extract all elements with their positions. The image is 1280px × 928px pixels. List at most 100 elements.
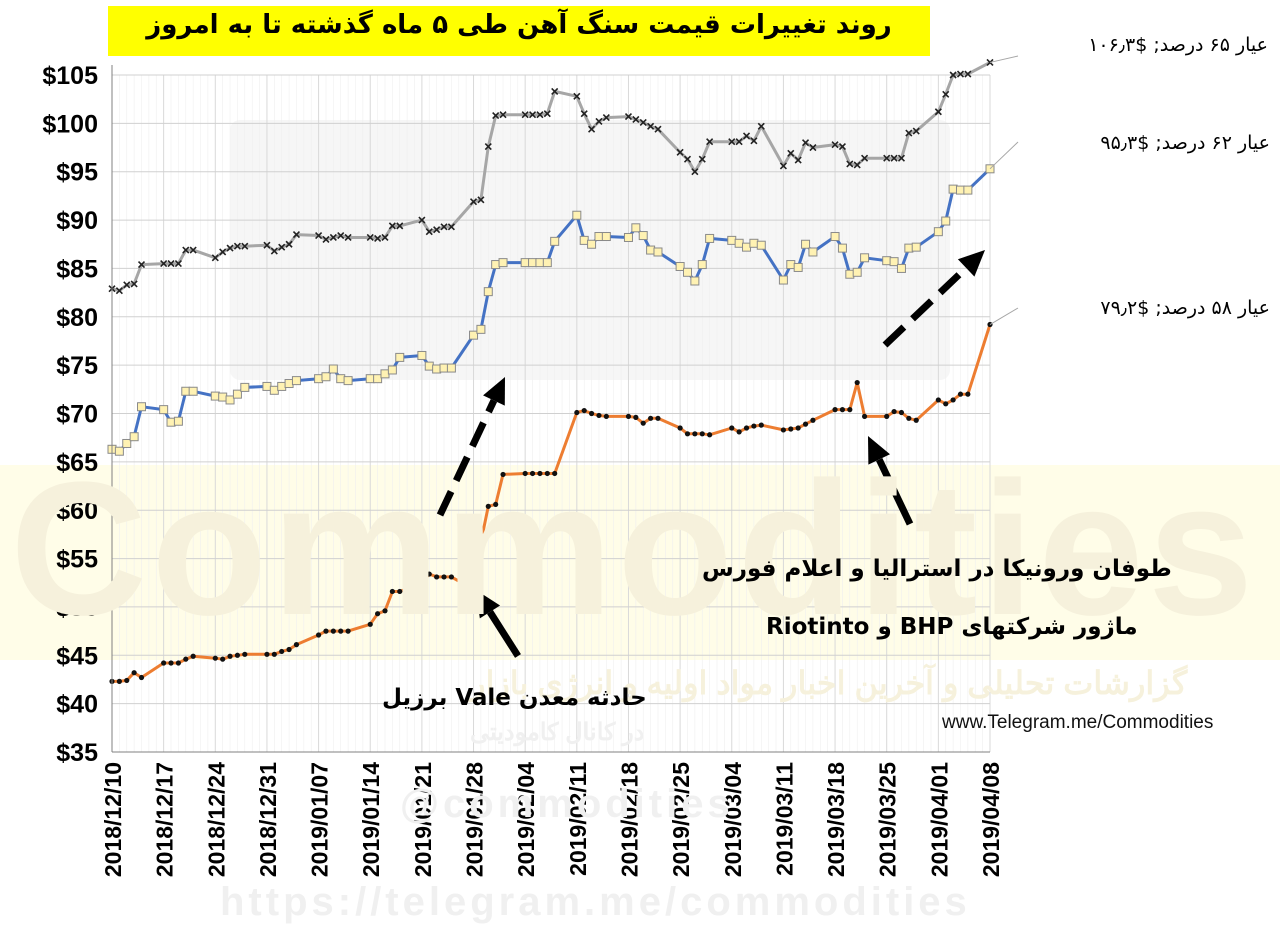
data-point — [426, 571, 432, 577]
data-point — [374, 234, 382, 243]
data-point — [188, 386, 198, 396]
data-point — [551, 87, 559, 96]
data-point — [440, 223, 448, 231]
x-tick-label: 2019/03/18 — [823, 762, 849, 877]
arrow-storm-event — [868, 436, 914, 526]
data-point — [161, 660, 167, 666]
data-point — [809, 143, 817, 152]
arrow-shaft — [876, 457, 914, 526]
data-point — [382, 608, 388, 614]
data-point — [240, 382, 250, 392]
data-point — [838, 143, 847, 151]
data-point — [965, 391, 971, 397]
data-point — [226, 244, 234, 252]
data-point — [190, 653, 196, 659]
data-point — [537, 470, 543, 477]
data-point — [832, 407, 838, 413]
annotation-arrows — [436, 250, 985, 658]
data-point — [520, 258, 530, 268]
data-point — [522, 470, 528, 477]
data-point — [655, 415, 661, 421]
data-point — [262, 381, 272, 391]
data-point — [173, 416, 183, 426]
data-point — [756, 240, 766, 250]
data-point — [640, 420, 646, 426]
data-point — [603, 413, 609, 420]
data-point — [441, 574, 447, 580]
x-tick-label: 2019/01/07 — [307, 762, 333, 877]
data-point — [942, 90, 950, 98]
data-point — [529, 470, 536, 477]
data-point — [793, 262, 803, 272]
data-point — [602, 113, 610, 122]
y-tick-label: $100 — [42, 110, 98, 138]
source-url: www.Telegram.me/Commodities — [942, 712, 1214, 733]
data-point — [292, 231, 301, 239]
data-point — [742, 132, 751, 140]
data-point — [852, 267, 862, 277]
data-point — [138, 674, 145, 681]
watermark-layer — [0, 120, 1280, 660]
data-point — [491, 260, 501, 270]
y-tick-label: $55 — [56, 546, 98, 574]
label-leader-line — [989, 55, 1019, 63]
data-point — [542, 258, 552, 268]
data-point — [736, 429, 742, 435]
data-point — [233, 242, 241, 250]
annotation-vale: حادثه معدن Vale برزیل — [382, 685, 647, 711]
data-point — [705, 233, 715, 243]
x-tick-label: 2019/02/04 — [513, 762, 539, 877]
arrow-shaft — [882, 265, 969, 348]
data-point — [735, 138, 743, 146]
data-point — [264, 651, 270, 657]
data-point — [780, 427, 787, 433]
data-point — [950, 397, 956, 403]
data-point — [572, 210, 582, 220]
data-point — [934, 108, 942, 116]
data-point — [189, 246, 197, 254]
arrow-shaft — [436, 399, 498, 517]
watermark-link: https://telegram.me/commodities — [220, 880, 971, 924]
data-point — [483, 287, 493, 297]
data-point — [212, 655, 218, 661]
data-point — [469, 198, 478, 206]
data-point — [227, 653, 233, 659]
data-point — [707, 432, 713, 438]
data-point — [328, 364, 338, 374]
data-point — [794, 156, 802, 164]
data-point — [373, 374, 383, 384]
y-tick-label: $105 — [42, 62, 98, 90]
data-point — [448, 574, 454, 580]
data-point — [498, 258, 508, 268]
data-point — [905, 129, 913, 137]
series-end-label-58: عیار ۵۸ درصد; $۷۹٫۲ — [1100, 297, 1270, 319]
data-point — [160, 260, 168, 268]
data-point — [478, 539, 484, 545]
data-point — [291, 376, 301, 386]
data-point — [778, 275, 788, 285]
data-point — [419, 580, 425, 586]
data-point — [285, 240, 293, 248]
data-point — [536, 111, 544, 119]
data-point — [389, 588, 395, 595]
data-point — [115, 287, 123, 295]
data-point — [485, 503, 491, 509]
data-point — [528, 258, 538, 268]
data-point — [220, 656, 226, 662]
x-tick-label: 2019/03/04 — [720, 762, 746, 877]
y-tick-label: $70 — [56, 401, 98, 429]
data-point — [425, 228, 433, 236]
data-point — [808, 247, 818, 257]
data-point — [639, 118, 647, 126]
data-point — [847, 407, 853, 413]
arrow-head — [476, 590, 501, 619]
y-tick-label: $95 — [56, 159, 98, 187]
y-tick-label: $40 — [56, 691, 98, 719]
data-point — [949, 71, 957, 79]
data-point — [913, 417, 919, 423]
data-point — [210, 391, 220, 401]
data-point — [367, 621, 373, 627]
data-point — [470, 586, 477, 593]
data-point — [293, 642, 300, 648]
